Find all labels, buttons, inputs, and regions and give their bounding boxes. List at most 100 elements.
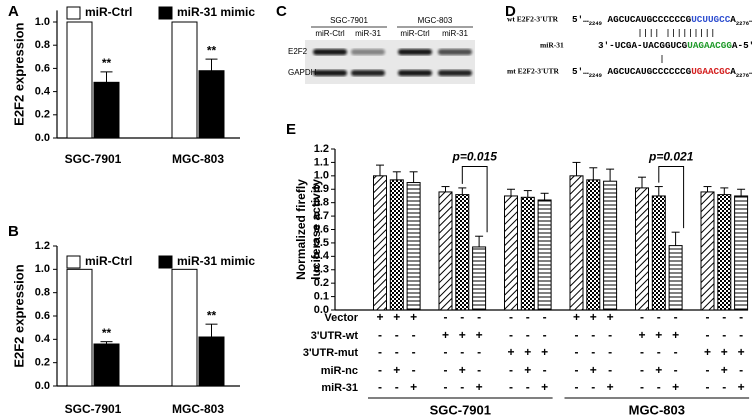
condition-mark: - bbox=[575, 363, 579, 377]
y-tick-label: 0.8 bbox=[35, 39, 50, 51]
condition-label: miR-nc bbox=[321, 365, 358, 377]
legend-swatch bbox=[158, 6, 173, 20]
y-axis-label: E2F2 expression bbox=[11, 264, 26, 367]
sequence-segment: 2249 bbox=[589, 20, 602, 27]
condition-label: miR-31 bbox=[321, 382, 358, 394]
blot-background bbox=[305, 40, 475, 84]
blot-band bbox=[351, 70, 385, 76]
condition-mark: - bbox=[378, 345, 382, 359]
condition-mark: - bbox=[706, 310, 710, 324]
bar bbox=[504, 195, 518, 311]
y-tick-label: 1.0 bbox=[314, 170, 329, 182]
condition-mark: + bbox=[410, 380, 417, 394]
condition-mark: - bbox=[378, 328, 382, 342]
condition-mark: + bbox=[638, 328, 645, 342]
sequence-label: wt E2F2-3'UTR bbox=[507, 15, 559, 24]
condition-mark: - bbox=[378, 363, 382, 377]
condition-mark: - bbox=[444, 345, 448, 359]
p-value: p=0.015 bbox=[452, 150, 498, 164]
condition-mark: - bbox=[674, 310, 678, 324]
bar bbox=[438, 191, 453, 311]
condition-mark: + bbox=[607, 380, 614, 394]
condition-mark: - bbox=[444, 310, 448, 324]
group-label: SGC-7901 bbox=[330, 16, 368, 25]
y-tick-label: 1.2 bbox=[314, 143, 329, 155]
condition-mark: + bbox=[476, 328, 483, 342]
row-label: E2F2 bbox=[288, 47, 308, 56]
panel-label: D bbox=[505, 3, 516, 20]
condition-mark: - bbox=[657, 380, 661, 394]
condition-mark: + bbox=[541, 345, 548, 359]
legend-label: miR-Ctrl bbox=[85, 5, 132, 19]
condition-mark: + bbox=[590, 310, 597, 324]
sequence-label: miR-31 bbox=[540, 41, 564, 50]
y-tick-label: 0.7 bbox=[314, 210, 329, 222]
panel-label: E bbox=[286, 121, 296, 138]
y-tick-label: 0.2 bbox=[35, 109, 50, 121]
y-tick-label: 1.0 bbox=[35, 16, 50, 28]
condition-mark: + bbox=[573, 310, 580, 324]
blot-band bbox=[398, 70, 432, 76]
sequence-segment: …3' bbox=[749, 66, 752, 77]
y-tick-label: 1.1 bbox=[314, 156, 329, 168]
significance-label: ** bbox=[102, 326, 112, 340]
condition-mark: - bbox=[395, 380, 399, 394]
sequence-segment: AGCUCAUGCCCCCCG bbox=[602, 66, 692, 77]
bar bbox=[406, 182, 421, 311]
condition-mark: - bbox=[477, 345, 481, 359]
blot-band bbox=[438, 49, 472, 55]
sequence-segment: 2276 bbox=[736, 20, 749, 27]
lane-label: miR-31 bbox=[355, 29, 381, 38]
significance-bracket bbox=[461, 165, 488, 233]
condition-mark: - bbox=[722, 380, 726, 394]
sequence-segment: A bbox=[730, 14, 736, 25]
lane-label: miR-Ctrl bbox=[315, 29, 345, 38]
condition-mark: + bbox=[655, 363, 662, 377]
condition-mark: + bbox=[524, 345, 531, 359]
y-tick-label: 1.0 bbox=[35, 263, 50, 275]
blot-band bbox=[398, 49, 432, 55]
bar bbox=[603, 180, 618, 311]
condition-mark: + bbox=[738, 380, 745, 394]
bar bbox=[455, 194, 470, 311]
y-tick-label: 0.0 bbox=[314, 304, 329, 316]
condition-mark: - bbox=[739, 328, 743, 342]
condition-mark: - bbox=[739, 310, 743, 324]
y-tick-label: 0.4 bbox=[35, 86, 51, 98]
bar bbox=[93, 343, 120, 387]
y-tick-label: 0.6 bbox=[35, 62, 50, 74]
sequence-segment: 2276 bbox=[736, 72, 749, 79]
condition-mark: + bbox=[459, 328, 466, 342]
y-tick-label: 0.1 bbox=[314, 290, 329, 302]
bar bbox=[66, 268, 93, 387]
sequence-segment: 5'… bbox=[572, 14, 589, 25]
y-axis-label: Normalized firefly bbox=[294, 179, 308, 280]
bar bbox=[717, 194, 732, 311]
bar bbox=[198, 70, 225, 139]
bar bbox=[93, 81, 120, 139]
condition-mark: - bbox=[674, 363, 678, 377]
y-tick-label: 0.2 bbox=[314, 277, 329, 289]
condition-mark: - bbox=[460, 345, 464, 359]
bar bbox=[171, 21, 198, 139]
y-tick-label: 0.0 bbox=[35, 380, 50, 392]
condition-label: 3'UTR-wt bbox=[311, 330, 359, 342]
y-tick-label: 0.6 bbox=[35, 310, 50, 322]
group-label: MGC-803 bbox=[418, 16, 453, 25]
condition-mark: - bbox=[640, 363, 644, 377]
condition-mark: - bbox=[706, 380, 710, 394]
condition-mark: - bbox=[543, 363, 547, 377]
condition-mark: + bbox=[376, 310, 383, 324]
bar bbox=[66, 21, 93, 139]
blot-band bbox=[351, 49, 385, 55]
condition-mark: - bbox=[412, 345, 416, 359]
condition-mark: + bbox=[459, 363, 466, 377]
condition-mark: + bbox=[590, 363, 597, 377]
condition-mark: - bbox=[608, 363, 612, 377]
condition-mark: - bbox=[395, 345, 399, 359]
condition-mark: - bbox=[674, 345, 678, 359]
y-axis-label: E2F2 expression bbox=[11, 22, 26, 125]
y-tick-label: 0.5 bbox=[314, 237, 329, 249]
bar bbox=[537, 199, 552, 311]
significance-bracket bbox=[658, 165, 685, 229]
